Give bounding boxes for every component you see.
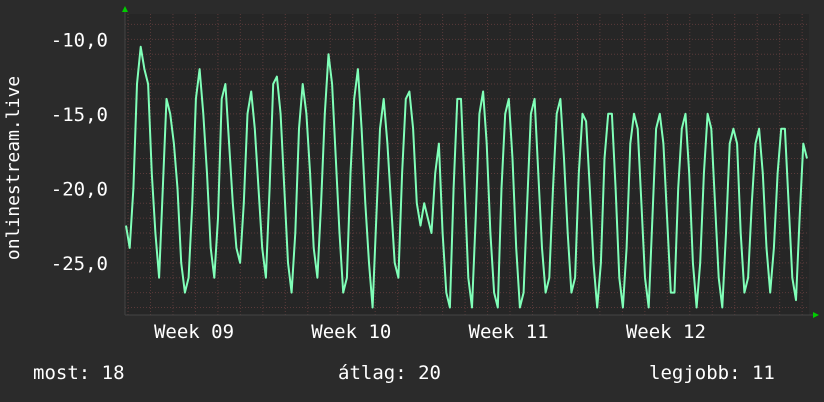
x-tick-label: Week 09 (154, 321, 234, 343)
series (125, 45, 808, 309)
y-tick-labels: -10,0 -15,0 -20,0 -25,0 (51, 29, 108, 275)
y-axis-label: onlinestream.live (3, 76, 24, 260)
x-tick-label: Week 12 (626, 321, 706, 343)
stat-best: legjobb: 11 (649, 362, 775, 384)
stat-current: most: 18 (33, 362, 125, 384)
y-tick-label: -25,0 (51, 253, 108, 275)
grid-lines (125, 14, 809, 315)
stat-average: átlag: 20 (338, 362, 441, 384)
axes (122, 6, 819, 318)
x-tick-label: Week 11 (469, 321, 549, 343)
x-axis-arrow (813, 312, 819, 318)
y-axis-arrow (122, 6, 128, 12)
x-tick-labels: Week 09 Week 10 Week 11 Week 12 (154, 321, 706, 343)
series-line (125, 45, 808, 309)
y-tick-label: -10,0 (51, 29, 108, 51)
y-tick-label: -20,0 (51, 178, 108, 200)
y-tick-label: -15,0 (51, 104, 108, 126)
x-tick-label: Week 10 (311, 321, 391, 343)
